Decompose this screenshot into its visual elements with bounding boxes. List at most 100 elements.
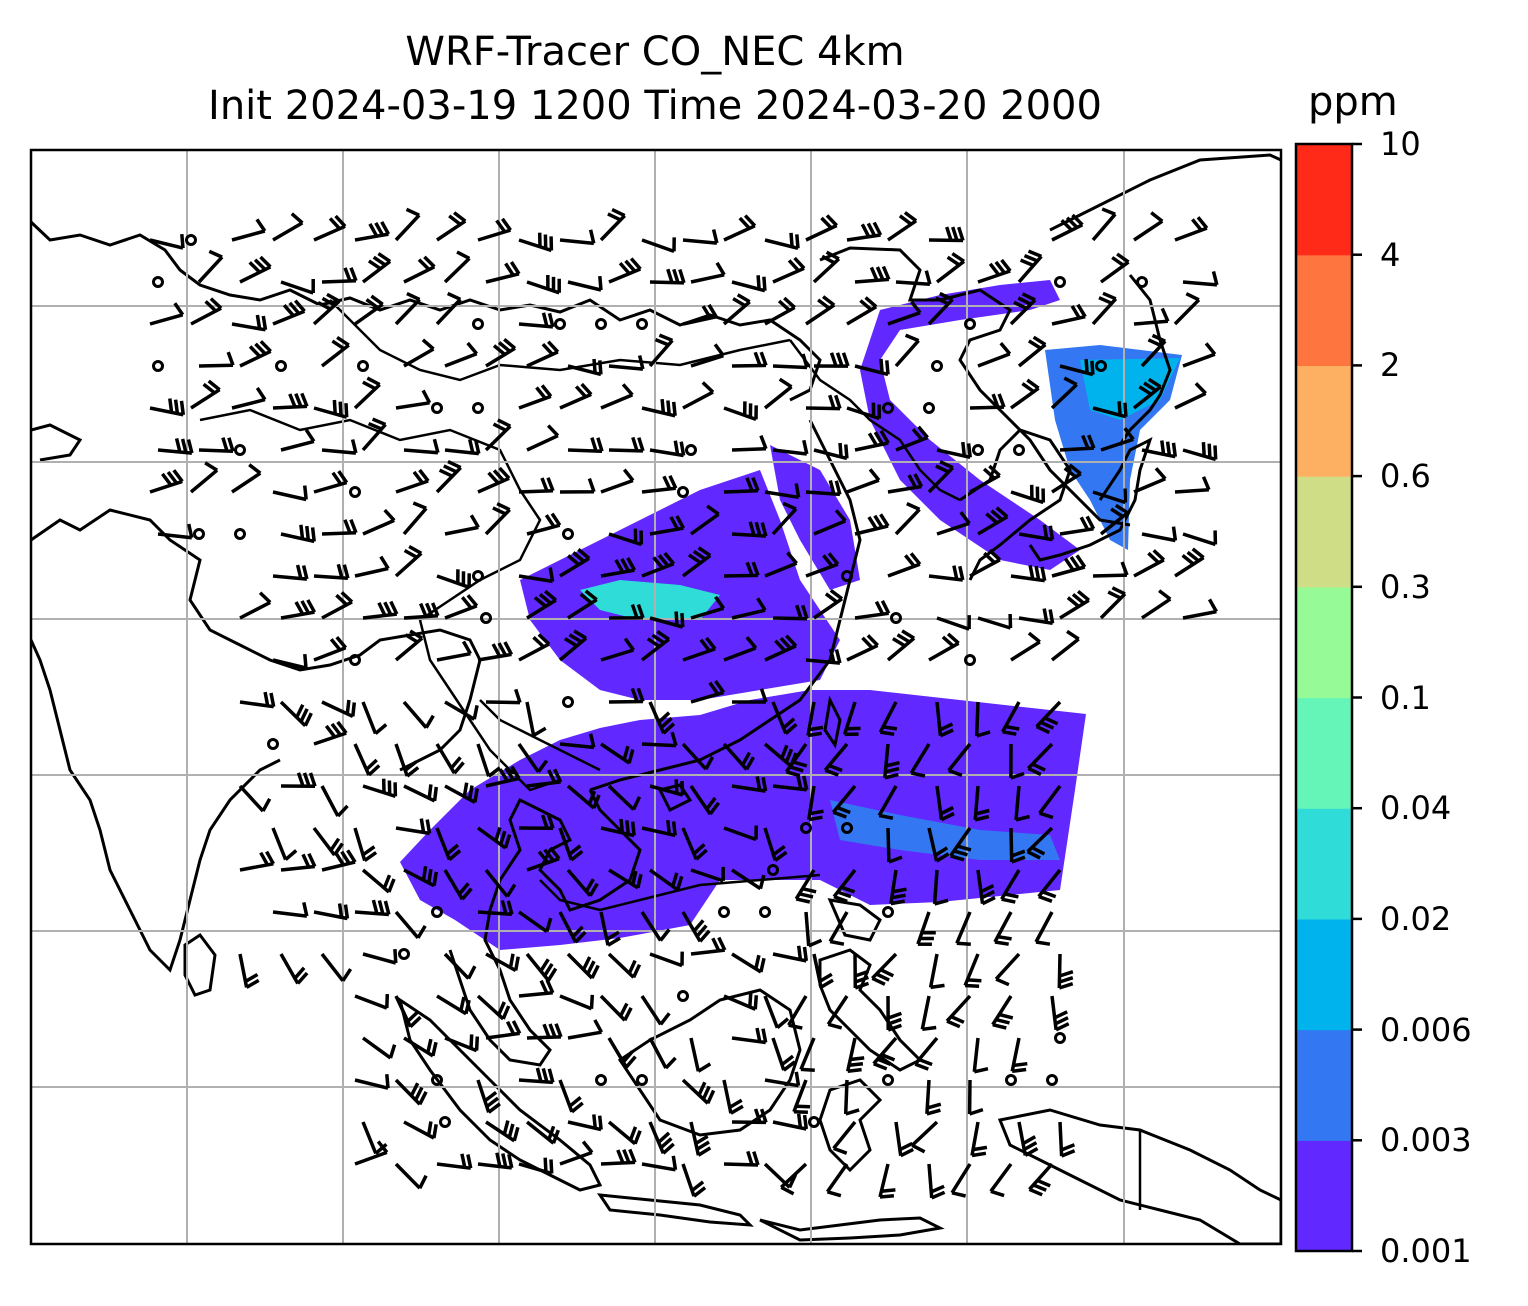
- wind-barb: [689, 785, 721, 816]
- wind-barb: [1038, 784, 1062, 820]
- wind-barb: [313, 720, 348, 746]
- wind-barb: [854, 600, 891, 620]
- wind-barb: [928, 953, 945, 990]
- calm-wind-marker: [882, 906, 894, 918]
- wind-barb: [681, 827, 708, 861]
- colorbar-ticks: [1352, 142, 1362, 1253]
- wind-barb: [1182, 530, 1218, 547]
- wind-barb: [993, 911, 1013, 946]
- wind-barb: [518, 979, 555, 998]
- wind-barb: [1050, 995, 1070, 1032]
- wind-barb: [1133, 549, 1166, 578]
- wind-barb: [927, 460, 955, 494]
- calm-wind-marker: [185, 234, 197, 246]
- wind-barb: [1059, 589, 1091, 620]
- wind-barb: [805, 214, 838, 242]
- colorbar-tick-label: 10: [1380, 125, 1421, 163]
- wind-barb: [649, 611, 685, 629]
- wind-barb: [886, 629, 916, 662]
- wind-barb: [444, 514, 480, 536]
- wind-barb: [649, 779, 685, 797]
- wind-barb: [732, 688, 768, 704]
- wind-barb: [649, 440, 686, 458]
- calm-wind-marker: [1054, 276, 1066, 288]
- wind-barb: [477, 899, 514, 917]
- coast-new-guinea: [997, 1108, 1281, 1244]
- calm-wind-marker: [349, 654, 361, 666]
- wind-barb: [444, 782, 479, 804]
- wind-barb: [312, 826, 344, 857]
- wind-barb: [1009, 743, 1025, 780]
- colorbar-segment: [1296, 808, 1352, 920]
- calm-wind-marker: [841, 570, 853, 582]
- wind-barb: [927, 827, 950, 863]
- wind-barb: [362, 778, 398, 798]
- wind-barb: [354, 994, 390, 1010]
- wind-barb: [321, 518, 358, 536]
- wind-barb: [689, 1121, 712, 1157]
- wind-barb: [599, 911, 621, 947]
- wind-barb: [1182, 442, 1218, 462]
- calm-wind-marker: [439, 1116, 451, 1128]
- wind-barb: [444, 594, 479, 620]
- plume-east-band: [770, 445, 860, 590]
- wind-barb: [763, 995, 790, 1030]
- calm-wind-marker: [964, 654, 976, 666]
- wind-barb: [313, 635, 348, 662]
- wind-barb: [477, 466, 511, 494]
- wind-barb: [886, 995, 902, 1032]
- wind-barb: [842, 701, 861, 737]
- wind-barb: [518, 384, 553, 410]
- calm-wind-marker: [1046, 1074, 1058, 1086]
- wind-barb: [947, 742, 972, 777]
- wind-barb: [239, 850, 275, 872]
- coast-indochina: [448, 789, 642, 1067]
- wind-barb: [608, 528, 644, 547]
- wind-barb: [149, 469, 184, 494]
- wind-barb: [977, 613, 1013, 630]
- wind-barb: [231, 314, 268, 332]
- calm-wind-marker: [152, 276, 164, 288]
- wind-barb: [967, 1079, 984, 1116]
- wind-barb: [1017, 335, 1047, 368]
- calm-wind-marker: [685, 444, 697, 456]
- wind-barb: [402, 700, 435, 729]
- wind-barb: [1140, 333, 1167, 368]
- wind-barb: [969, 549, 1002, 578]
- wind-barb: [723, 1150, 760, 1167]
- colorbar-unit-label: ppm: [1308, 79, 1398, 125]
- wind-barb: [485, 765, 521, 788]
- wind-barb: [608, 868, 643, 890]
- colorbar-segment: [1296, 586, 1352, 699]
- wind-barb: [320, 335, 350, 368]
- wind-barb: [280, 279, 315, 295]
- wind-barb: [484, 418, 512, 452]
- wind-barb: [354, 1074, 390, 1090]
- wind-barb: [845, 1037, 865, 1073]
- calm-wind-marker: [472, 318, 484, 330]
- calm-wind-marker: [267, 738, 279, 750]
- wind-barb: [567, 1019, 604, 1040]
- wind-barb: [640, 995, 671, 1026]
- colorbar-segment: [1296, 365, 1352, 477]
- wind-barb: [436, 569, 471, 589]
- wind-barb: [1050, 376, 1078, 410]
- wind-barb: [812, 953, 834, 989]
- colorbar-segment: [1296, 918, 1352, 1031]
- wind-barb: [444, 700, 479, 721]
- wind-barb: [157, 437, 194, 455]
- coast-philippines-north: [827, 898, 882, 942]
- calm-wind-marker: [275, 360, 287, 372]
- wind-barb: [238, 953, 260, 989]
- wind-barb: [772, 353, 809, 370]
- wind-barb: [1174, 216, 1209, 242]
- wind-barb: [394, 1162, 428, 1190]
- wind-barb: [231, 463, 262, 494]
- wind-barb: [567, 1114, 603, 1132]
- wind-barb: [1028, 1162, 1054, 1197]
- wind-barb: [321, 699, 357, 718]
- wind-barb: [722, 1079, 744, 1115]
- wind-barb: [787, 995, 808, 1030]
- wind-barb: [969, 393, 1006, 410]
